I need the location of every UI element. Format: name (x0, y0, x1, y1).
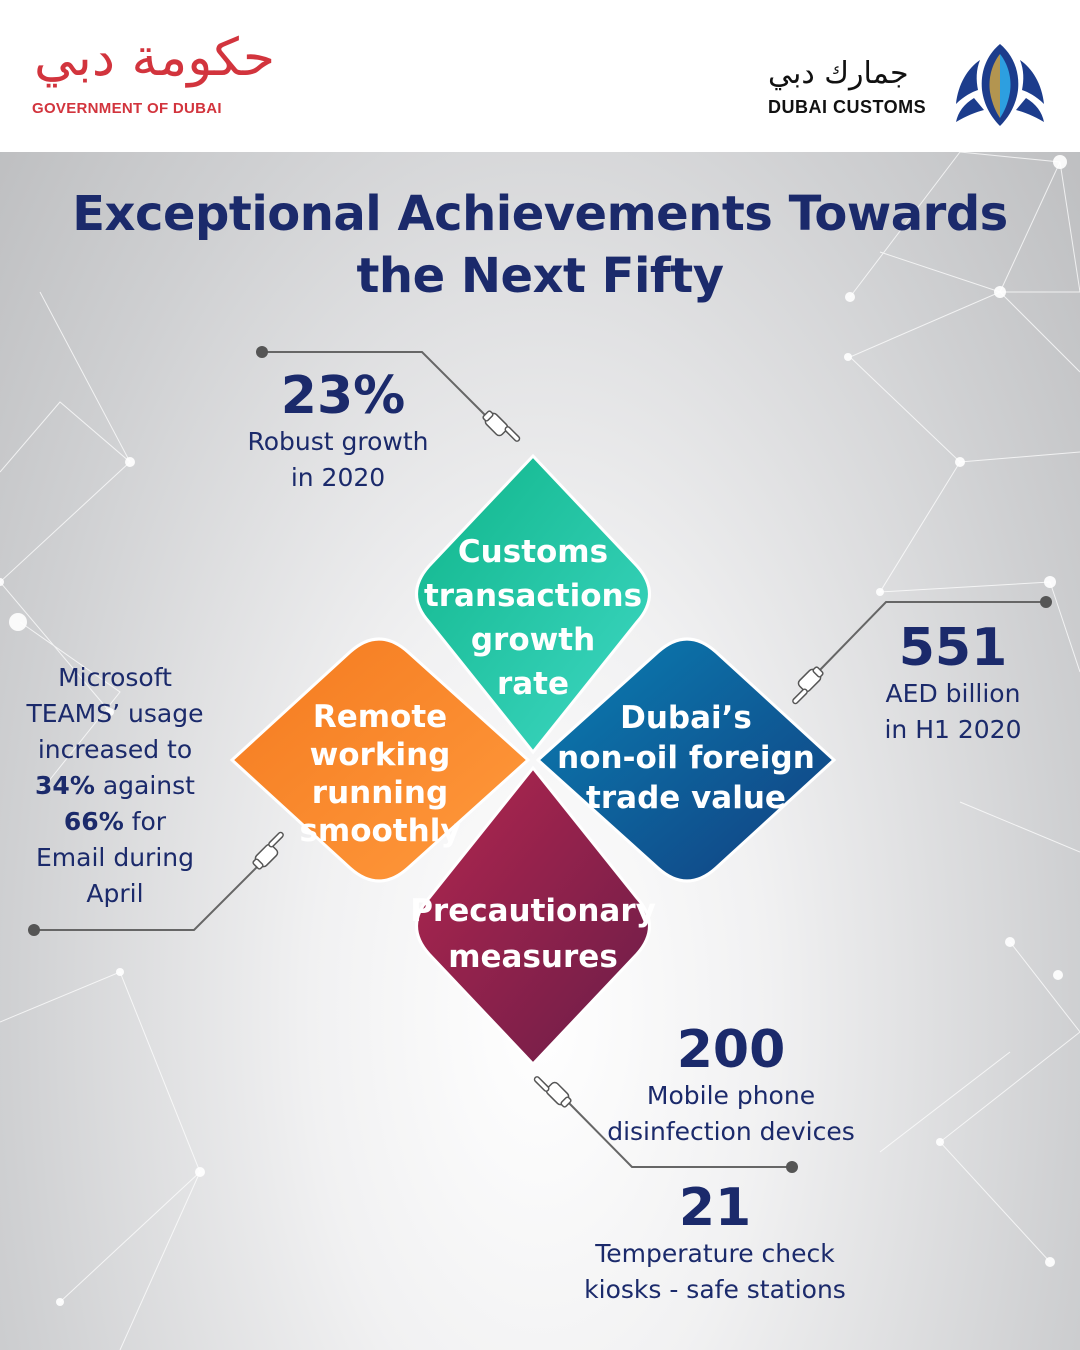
connector-trade (817, 601, 1046, 673)
pointing-hand-icon (792, 666, 824, 705)
trade-caption: AED billion in H1 2020 (884, 679, 1022, 744)
petal-customs-transactions (415, 453, 651, 755)
pointing-hand-icon (533, 1076, 572, 1108)
petal-right-label: Dubai’s non-oil foreign trade value (557, 700, 815, 816)
petal-non-oil-trade (535, 637, 837, 883)
teams-share-line: 34% against (35, 771, 195, 800)
kiosks-caption: Temperature check kiosks - safe stations (584, 1239, 846, 1304)
petal-precautionary (415, 765, 651, 1067)
teams-caption: Microsoft TEAMS’ usage increased to 34% … (10, 660, 220, 912)
title-line-2: the Next Fifty (356, 248, 724, 304)
connector-devices (565, 1099, 792, 1168)
customs-logo-english: DUBAI CUSTOMS (768, 97, 927, 117)
pointing-hand-icon (482, 410, 521, 442)
title-line-1: Exceptional Achievements Towards (72, 186, 1008, 242)
customs-logo-arabic: جمارك دبي (768, 56, 909, 91)
connector-growth (262, 351, 491, 421)
growth-value: 23% (280, 366, 406, 426)
page-title: Exceptional Achievements Towards the Nex… (0, 183, 1080, 307)
petal-bottom-label: Precautionary measures (410, 893, 656, 975)
email-share-line: 66% for (63, 807, 167, 836)
government-logo-english: GOVERNMENT OF DUBAI (32, 100, 222, 117)
connector-teams (34, 861, 263, 931)
pointing-hand-icon (252, 831, 284, 870)
trade-value: 551 (898, 618, 1008, 678)
petal-remote-working (229, 637, 531, 883)
growth-caption: Robust growth in 2020 (247, 427, 429, 492)
falcon-emblem-icon (956, 44, 1044, 126)
header-bar: حكومة دبي GOVERNMENT OF DUBAI جمارك دبي … (0, 0, 1080, 152)
kiosks-value: 21 (678, 1178, 752, 1238)
petal-left-label: Remote working running smoothly (299, 699, 461, 849)
petal-top-label: Customs transactions growth rate (423, 534, 643, 702)
government-logo-arabic: حكومة دبي (34, 28, 275, 88)
devices-caption: Mobile phone disinfection devices (607, 1081, 855, 1146)
devices-value: 200 (676, 1020, 786, 1080)
network-background (0, 152, 1080, 1350)
